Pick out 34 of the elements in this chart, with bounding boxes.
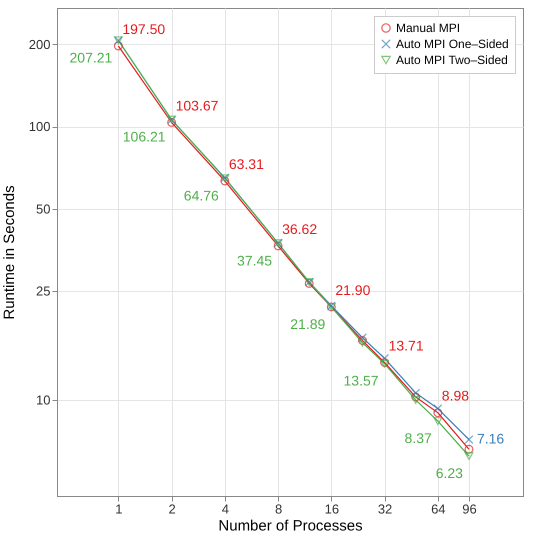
data-label: 197.50	[122, 20, 166, 37]
x-axis-title: Number of Processes	[218, 518, 363, 534]
data-label: 207.21	[70, 49, 113, 66]
x-tick-label: 1	[115, 502, 122, 516]
legend-label: Auto MPI Two–Sided	[396, 53, 508, 67]
data-label: 63.31	[228, 156, 264, 172]
x-tick-label: 16	[324, 502, 340, 516]
legend-label: Manual MPI	[396, 21, 460, 35]
y-tick-label: 200	[28, 36, 50, 52]
data-label: 13.57	[344, 372, 379, 389]
data-label: 64.76	[184, 187, 220, 204]
data-label: 106.21	[122, 128, 166, 145]
data-label: 8.37	[404, 430, 432, 446]
data-label: 6.23	[436, 465, 464, 482]
data-label: 36.62	[282, 220, 318, 237]
y-axis-title: Runtime in Seconds	[0, 185, 18, 320]
y-tick-label: 10	[36, 392, 50, 408]
data-label: 37.45	[237, 252, 272, 268]
y-tick-label: 100	[28, 119, 50, 134]
legend-label: Auto MPI One–Sided	[396, 37, 509, 51]
data-label: 21.89	[290, 316, 326, 332]
data-label: 8.98	[442, 388, 470, 404]
y-tick-label: 50	[36, 201, 50, 216]
x-tick-label: 64	[431, 502, 446, 516]
x-tick-label: 96	[462, 502, 477, 516]
data-label: 103.67	[176, 97, 219, 114]
x-tick-label: 2	[168, 502, 176, 516]
data-label: 21.90	[335, 282, 371, 298]
data-label: 7.16	[476, 430, 504, 447]
y-tick-label: 25	[36, 284, 50, 299]
x-tick-label: 4	[222, 502, 229, 516]
data-label: 13.71	[388, 337, 424, 354]
x-tick-label: 8	[274, 502, 282, 516]
x-tick-label: 32	[378, 502, 392, 516]
